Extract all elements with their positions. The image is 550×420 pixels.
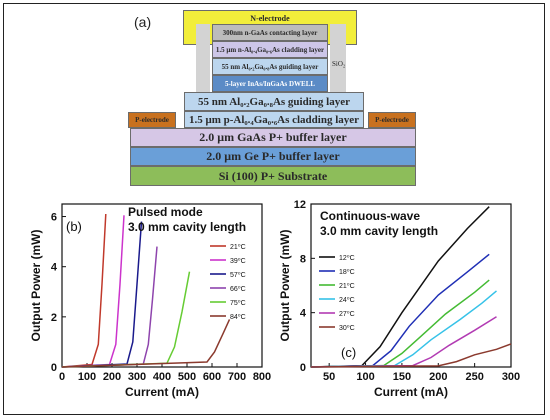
x-tick-label: 250 [465,371,483,383]
chart-title-line: Pulsed mode [128,205,203,219]
chart-title-line: Continuous-wave [320,209,420,223]
y-tick-label: 2 [51,312,57,324]
series-line-2 [310,279,490,368]
figure-frame [3,3,545,415]
panel-a-label: (a) [134,14,152,30]
x-tick-label: 400 [153,371,171,383]
series-line-3 [61,246,158,368]
chart-title-line: 3.0 mm cavity length [128,220,246,234]
y-tick-label: 4 [300,308,307,320]
x-axis-title: Current (mA) [125,385,199,399]
sio2-right [330,24,346,92]
layer-guide-top: 55 nm Al₀.₂Ga₀.₈As guiding layer [212,58,328,75]
legend-label: 66⁰C [230,285,246,293]
legend-label: 21⁰C [230,243,246,251]
x-tick-label: 600 [203,371,221,383]
legend-label: 75⁰C [230,299,246,307]
p-electrode-right: P-electrode [368,112,416,128]
p-electrode-left: P-electrode [128,112,176,128]
layer-p-cladding: 1.5 μm p-Al₀.₄Ga₀.₆As cladding layer [184,111,364,128]
layer-contact: 300nm n-GaAs contacting layer [212,24,328,41]
legend-label: 30⁰C [339,324,355,332]
x-tick-label: 500 [178,371,196,383]
series-line-4 [61,271,191,368]
x-tick-label: 200 [103,371,121,383]
x-tick-label: 300 [128,371,146,383]
panel-label: (b) [66,219,82,234]
y-axis-title: Output Power (mW) [278,230,292,342]
y-tick-label: 6 [51,212,57,224]
series-line-1 [61,215,125,368]
series-line-0 [61,213,107,368]
legend-label: 84⁰C [230,313,246,321]
x-tick-label: 300 [502,371,520,383]
series-line-5 [310,343,512,368]
x-tick-label: 100 [356,371,374,383]
plot-frame [310,203,512,368]
chart-pulsed-mode: 0 100 200 300 400 500 600 700 800 0 2 4 6 Current (mA… [29,203,271,399]
y-axis-title: Output Power (mW) [29,230,43,342]
legend-label: 24⁰C [339,296,355,304]
sio2-label: SiO₂ [332,60,346,68]
layer-guide-bottom: 55 nm Al₀.₂Ga₀.₈As guiding layer [184,92,364,111]
layer-substrate: Si (100) P+ Substrate [130,166,416,186]
y-tick-label: 0 [51,362,57,374]
y-tick-label: 0 [300,362,306,374]
legend-label: 18⁰C [339,268,355,276]
x-tick-label: 0 [59,371,65,383]
y-tick-label: 12 [294,199,306,211]
legend-label: 39⁰C [230,257,246,265]
layer-dwell: 5-layer InAs/InGaAs DWELL [212,75,328,92]
x-tick-label: 150 [393,371,411,383]
x-tick-label: 800 [253,371,271,383]
y-tick-label: 8 [300,253,306,265]
legend-label: 21⁰C [339,282,355,290]
legend-label: 27⁰C [339,310,355,318]
legend-label: 12⁰C [339,254,355,262]
n-electrode-label: N-electrode [250,14,290,23]
x-tick-label: 100 [78,371,96,383]
chart-continuous-wave: 50 100 150 200 250 300 0 4 8 12 Current (mA) Output… [278,199,520,399]
series-line-5 [61,319,231,368]
x-axis-title: Current (mA) [374,385,448,399]
layer-gaas-buffer: 2.0 μm GaAs P+ buffer layer [130,128,416,147]
y-tick-label: 4 [51,262,58,274]
panel-label: (c) [341,345,356,360]
chart-title-line: 3.0 mm cavity length [320,224,438,238]
layer-ge-buffer: 2.0 μm Ge P+ buffer layer [130,147,416,166]
layer-n-cladding: 1.5 μm n-Al₀.₄Ga₀.₆As cladding layer [212,41,328,58]
sio2-left [196,24,210,92]
series-line-1 [310,253,490,368]
x-tick-label: 50 [323,371,335,383]
x-tick-label: 200 [429,371,447,383]
legend-label: 57⁰C [230,271,246,279]
x-tick-label: 700 [228,371,246,383]
